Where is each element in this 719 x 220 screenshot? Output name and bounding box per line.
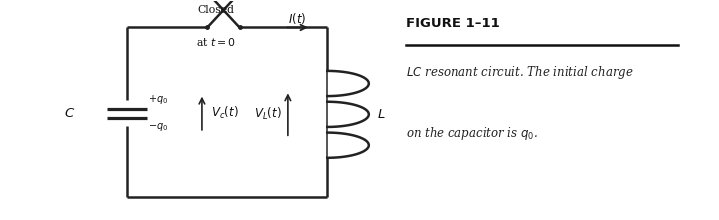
Text: $C$: $C$ (64, 107, 75, 120)
Text: $V_c(t)$: $V_c(t)$ (211, 105, 238, 121)
Text: on the capacitor is $q_0$.: on the capacitor is $q_0$. (406, 125, 539, 142)
Text: Closed: Closed (198, 5, 235, 15)
Text: $I(t)$: $I(t)$ (288, 11, 306, 26)
Text: FIGURE 1–11: FIGURE 1–11 (406, 16, 500, 30)
Text: $L$: $L$ (377, 108, 386, 121)
Text: $-q_0$: $-q_0$ (148, 121, 168, 133)
Text: $+q_0$: $+q_0$ (148, 93, 168, 106)
Text: at $t = 0$: at $t = 0$ (196, 36, 237, 48)
Text: $LC$ resonant circuit. The initial charge: $LC$ resonant circuit. The initial charg… (406, 64, 633, 81)
Text: $V_L(t)$: $V_L(t)$ (255, 106, 282, 122)
